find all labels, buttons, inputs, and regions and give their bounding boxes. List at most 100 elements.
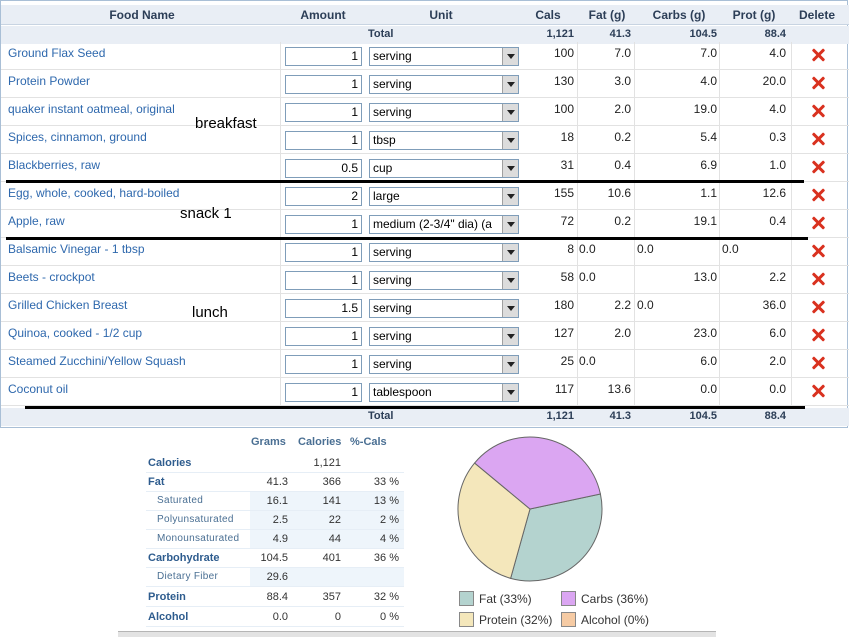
legend-swatch [561, 612, 576, 627]
unit-select[interactable]: tbsp [369, 131, 519, 150]
unit-select[interactable]: serving [369, 271, 519, 290]
food-name-link[interactable]: Protein Powder [8, 74, 91, 88]
carbs-value: 19.0 [693, 102, 717, 116]
amount-input[interactable]: 1 [285, 47, 362, 66]
amount-input[interactable]: 0.5 [285, 159, 362, 178]
unit-select-value: serving [373, 49, 412, 63]
delete-icon[interactable] [811, 300, 825, 314]
unit-select[interactable]: serving [369, 75, 519, 94]
amount-input[interactable]: 1 [285, 271, 362, 290]
carbs-value: 19.1 [693, 214, 717, 228]
unit-select[interactable]: serving [369, 355, 519, 374]
food-name-link[interactable]: Steamed Zucchini/Yellow Squash [8, 354, 186, 368]
column-divider [719, 238, 720, 266]
fat-value: 0.0 [579, 354, 596, 368]
food-name-link[interactable]: Spices, cinnamon, ground [8, 130, 147, 144]
prot-value: 0.0 [722, 242, 739, 256]
chevron-down-icon[interactable] [502, 188, 518, 205]
summary-grams: 41.3 [266, 476, 288, 488]
legend-label: Carbs (36%) [581, 592, 649, 606]
food-name-link[interactable]: Egg, whole, cooked, hard-boiled [8, 186, 180, 200]
unit-select[interactable]: medium (2-3/4" dia) (a [369, 215, 519, 234]
column-divider [719, 350, 720, 378]
column-divider [577, 350, 578, 378]
amount-input[interactable]: 1 [285, 243, 362, 262]
amount-input[interactable]: 1 [285, 355, 362, 374]
delete-icon[interactable] [811, 188, 825, 202]
table-row: Grilled Chicken Breast 1.5 serving 180 2.… [1, 294, 849, 322]
unit-select[interactable]: serving [369, 47, 519, 66]
header-cals: Cals [535, 8, 561, 22]
chevron-down-icon[interactable] [502, 328, 518, 345]
cals-value: 8 [567, 242, 574, 256]
amount-input[interactable]: 2 [285, 187, 362, 206]
column-divider [577, 98, 578, 126]
chevron-down-icon[interactable] [502, 216, 518, 233]
amount-input[interactable]: 1 [285, 215, 362, 234]
unit-select[interactable]: large [369, 187, 519, 206]
delete-icon[interactable] [811, 384, 825, 398]
cals-value: 100 [553, 46, 574, 60]
chevron-down-icon[interactable] [502, 300, 518, 317]
unit-select[interactable]: serving [369, 299, 519, 318]
food-name-link[interactable]: Ground Flax Seed [8, 46, 106, 60]
food-name-link[interactable]: Grilled Chicken Breast [8, 298, 128, 312]
delete-icon[interactable] [811, 272, 825, 286]
amount-input[interactable]: 1 [285, 131, 362, 150]
chevron-down-icon[interactable] [502, 104, 518, 121]
chevron-down-icon[interactable] [502, 132, 518, 149]
food-name-link[interactable]: Blackberries, raw [8, 158, 101, 172]
unit-select[interactable]: serving [369, 103, 519, 122]
column-divider [577, 42, 578, 70]
amount-input[interactable]: 1.5 [285, 299, 362, 318]
summary-grams: 4.9 [272, 533, 288, 545]
amount-input[interactable]: 1 [285, 327, 362, 346]
unit-select[interactable]: cup [369, 159, 519, 178]
chevron-down-icon[interactable] [502, 76, 518, 93]
delete-icon[interactable] [811, 356, 825, 370]
unit-select[interactable]: tablespoon [369, 383, 519, 402]
total-fat: 41.3 [609, 28, 631, 40]
food-name-link[interactable]: quaker instant oatmeal, original [8, 102, 175, 116]
delete-icon[interactable] [811, 244, 825, 258]
food-name-link[interactable]: Apple, raw [8, 214, 65, 228]
chevron-down-icon[interactable] [502, 356, 518, 373]
amount-input[interactable]: 1 [285, 103, 362, 122]
header-fat: Fat (g) [588, 8, 626, 22]
amount-input[interactable]: 1 [285, 383, 362, 402]
food-name-link[interactable]: Coconut oil [8, 382, 69, 396]
column-divider [634, 350, 635, 378]
unit-select[interactable]: serving [369, 327, 519, 346]
chevron-down-icon[interactable] [502, 384, 518, 401]
delete-icon[interactable] [811, 328, 825, 342]
amount-input[interactable]: 1 [285, 75, 362, 94]
summary-pct: 33 % [373, 476, 399, 488]
summary-row: Fat 41.3 366 33 % [146, 473, 404, 492]
delete-icon[interactable] [811, 132, 825, 146]
carbs-value: 7.0 [700, 46, 717, 60]
total-cals: 1,121 [546, 410, 574, 422]
delete-icon[interactable] [811, 48, 825, 62]
column-divider [634, 70, 635, 98]
column-divider [791, 70, 792, 98]
chevron-down-icon[interactable] [502, 244, 518, 261]
chevron-down-icon[interactable] [502, 48, 518, 65]
row-shade [250, 511, 404, 529]
horizontal-scrollbar[interactable] [118, 631, 716, 637]
cals-value: 180 [553, 298, 574, 312]
delete-icon[interactable] [811, 76, 825, 90]
food-log-table: Food Name Amount Unit Cals Fat (g) Carbs… [0, 0, 848, 428]
column-divider [719, 154, 720, 182]
unit-select[interactable]: serving [369, 243, 519, 262]
food-name-link[interactable]: Beets - crockpot [8, 270, 95, 284]
delete-icon[interactable] [811, 160, 825, 174]
delete-icon[interactable] [811, 216, 825, 230]
delete-icon[interactable] [811, 104, 825, 118]
header-unit: Unit [429, 8, 453, 22]
column-divider [634, 182, 635, 210]
food-name-link[interactable]: Quinoa, cooked - 1/2 cup [8, 326, 143, 340]
fat-value: 0.2 [614, 130, 631, 144]
chevron-down-icon[interactable] [502, 272, 518, 289]
chevron-down-icon[interactable] [502, 160, 518, 177]
food-name-link[interactable]: Balsamic Vinegar - 1 tbsp [8, 242, 145, 256]
